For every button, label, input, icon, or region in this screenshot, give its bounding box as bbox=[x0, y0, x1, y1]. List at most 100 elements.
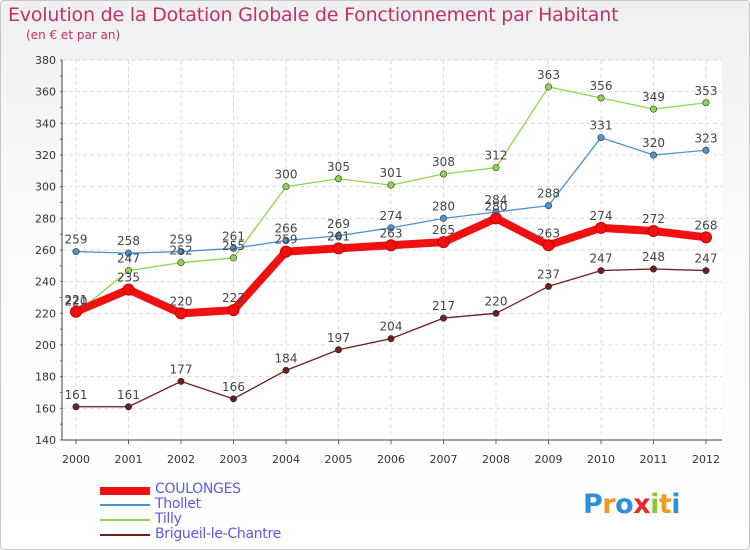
data-point bbox=[177, 259, 185, 267]
logo-letter: i bbox=[650, 489, 659, 520]
data-point bbox=[702, 99, 710, 107]
x-tick-label: 2003 bbox=[220, 453, 248, 466]
logo-letter: o bbox=[615, 489, 634, 520]
data-label: 258 bbox=[117, 234, 140, 248]
data-point bbox=[439, 214, 447, 222]
data-point bbox=[175, 307, 187, 320]
data-point bbox=[332, 242, 345, 255]
legend-label-brigueil: Brigueil-le-Chantre bbox=[155, 526, 281, 542]
data-point bbox=[122, 283, 135, 296]
data-point bbox=[702, 267, 710, 275]
data-label: 363 bbox=[537, 68, 560, 82]
x-tick-label: 2002 bbox=[167, 453, 195, 466]
data-label: 356 bbox=[590, 79, 613, 93]
data-label: 320 bbox=[642, 136, 665, 150]
data-label: 305 bbox=[327, 160, 350, 174]
x-tick-label: 2006 bbox=[377, 453, 405, 466]
data-point bbox=[334, 175, 342, 183]
data-point bbox=[280, 245, 292, 258]
data-point bbox=[544, 83, 552, 91]
data-label: 308 bbox=[432, 155, 455, 169]
legend-label-coulonges: COULONGES bbox=[155, 481, 241, 497]
data-label: 288 bbox=[537, 187, 560, 201]
legend-swatch-brigueil bbox=[100, 534, 150, 536]
chart-title: Evolution de la Dotation Globale de Fonc… bbox=[8, 4, 619, 26]
x-tick-label: 2005 bbox=[325, 453, 353, 466]
data-point bbox=[490, 212, 502, 225]
data-point bbox=[282, 183, 290, 191]
data-point bbox=[282, 237, 290, 245]
data-label: 221 bbox=[65, 293, 88, 307]
data-label: 261 bbox=[222, 229, 245, 243]
data-label: 220 bbox=[170, 294, 193, 308]
data-point bbox=[597, 94, 605, 102]
y-tick-label: 320 bbox=[35, 149, 56, 162]
logo-letter: r bbox=[602, 489, 616, 520]
data-label: 284 bbox=[485, 193, 508, 207]
logo-letter: P bbox=[583, 489, 603, 520]
data-label: 161 bbox=[117, 388, 140, 402]
data-label: 323 bbox=[695, 131, 718, 145]
logo-letter: i bbox=[671, 489, 681, 520]
data-label: 204 bbox=[380, 320, 403, 334]
data-point bbox=[177, 248, 185, 256]
data-label: 184 bbox=[275, 351, 298, 365]
data-point bbox=[597, 267, 605, 275]
data-point bbox=[230, 244, 238, 252]
data-label: 301 bbox=[380, 166, 403, 180]
data-point bbox=[700, 231, 712, 244]
data-label: 265 bbox=[432, 223, 455, 237]
y-tick-label: 300 bbox=[35, 181, 56, 194]
data-label: 177 bbox=[170, 362, 193, 376]
data-point bbox=[227, 304, 240, 317]
data-point bbox=[597, 134, 605, 142]
data-label: 220 bbox=[65, 294, 88, 308]
data-point bbox=[334, 232, 342, 240]
data-label: 353 bbox=[695, 84, 718, 98]
data-label: 280 bbox=[485, 199, 508, 213]
x-tick-label: 2011 bbox=[640, 453, 668, 466]
y-tick-label: 280 bbox=[35, 212, 56, 225]
data-label: 300 bbox=[275, 168, 298, 182]
data-label: 166 bbox=[222, 380, 245, 394]
data-point bbox=[437, 236, 450, 249]
data-point bbox=[282, 366, 290, 374]
data-point bbox=[334, 346, 342, 354]
data-point bbox=[649, 151, 657, 159]
y-tick-label: 180 bbox=[35, 371, 56, 384]
data-label: 247 bbox=[590, 252, 613, 266]
data-label: 263 bbox=[537, 226, 560, 240]
data-point bbox=[230, 254, 238, 262]
data-label: 263 bbox=[380, 226, 403, 240]
data-point bbox=[387, 224, 395, 232]
x-tick-label: 2001 bbox=[115, 453, 143, 466]
data-point bbox=[72, 248, 80, 256]
data-point bbox=[387, 181, 395, 189]
x-tick-label: 2010 bbox=[587, 453, 615, 466]
x-tick-label: 2004 bbox=[272, 453, 300, 466]
legend-swatch-coulonges bbox=[100, 487, 150, 495]
data-label: 235 bbox=[117, 271, 140, 285]
data-point bbox=[387, 335, 395, 343]
legend-swatch-thollet bbox=[100, 504, 150, 506]
data-point bbox=[230, 395, 238, 403]
chart-subtitle: (en € et par an) bbox=[26, 28, 121, 42]
data-label: 222 bbox=[222, 291, 245, 305]
y-tick-label: 140 bbox=[35, 434, 56, 447]
data-label: 268 bbox=[695, 218, 718, 232]
data-point bbox=[492, 309, 500, 317]
x-tick-label: 2009 bbox=[535, 453, 563, 466]
y-tick-label: 360 bbox=[35, 86, 56, 99]
data-point bbox=[385, 239, 397, 252]
y-tick-label: 220 bbox=[35, 307, 56, 320]
x-tick-label: 2007 bbox=[430, 453, 458, 466]
data-point bbox=[439, 314, 447, 322]
y-tick-label: 260 bbox=[35, 244, 56, 257]
data-point bbox=[439, 170, 447, 178]
legend-swatch-tilly bbox=[100, 519, 150, 521]
data-label: 259 bbox=[170, 233, 193, 247]
data-label: 248 bbox=[642, 250, 665, 264]
x-tick-label: 2008 bbox=[482, 453, 510, 466]
data-label: 261 bbox=[327, 229, 350, 243]
